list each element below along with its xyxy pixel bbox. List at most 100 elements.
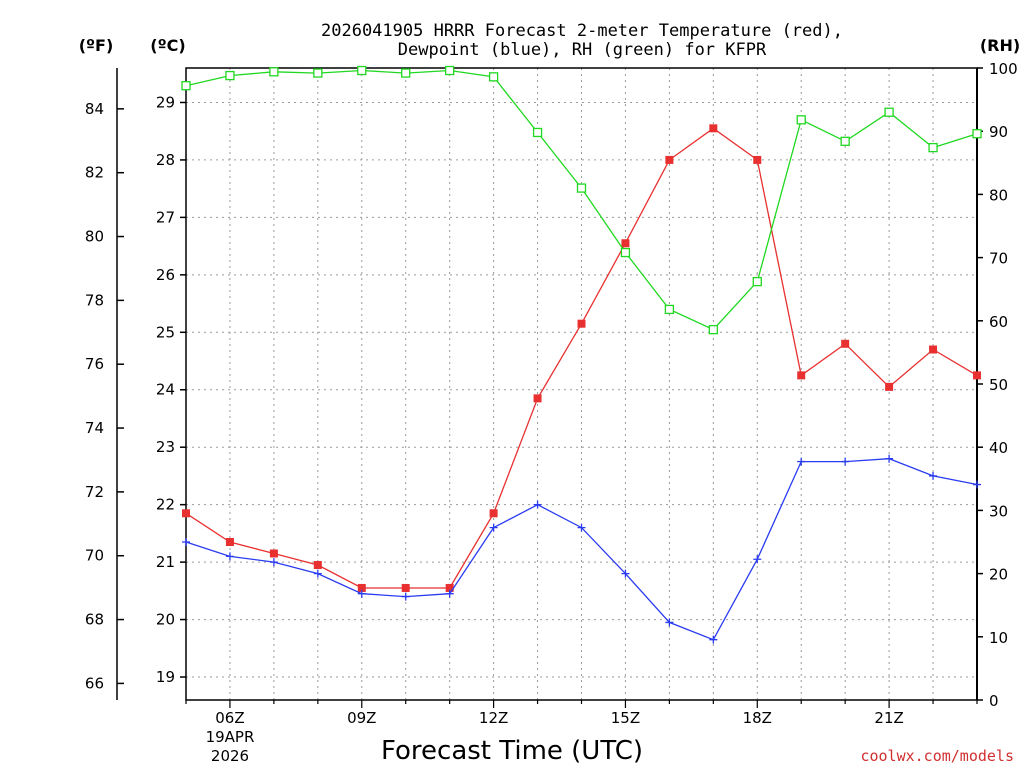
celsius-tick-label: 26	[156, 266, 175, 284]
fahrenheit-axis-ticks: 66 68 70 72 74 76 78 80 82 84	[85, 100, 124, 692]
celsius-tick-label: 25	[156, 323, 175, 341]
dewpoint-data-point	[621, 569, 630, 578]
fahrenheit-tick-label: 72	[85, 483, 104, 501]
temperature-data-point	[929, 345, 938, 354]
fahrenheit-axis-label: (ºF)	[79, 36, 114, 55]
temperature-data-point	[621, 239, 630, 248]
rh-data-point	[664, 304, 675, 315]
rh-data-point	[357, 65, 367, 76]
chart-title-line-1: 2026041905 HRRR Forecast 2-meter Tempera…	[321, 21, 843, 41]
rh-data-point	[796, 115, 806, 125]
source-credit: coolwx.com/models	[860, 747, 1014, 765]
rh-data-point	[884, 107, 894, 117]
temperature-data-point	[489, 509, 498, 518]
fahrenheit-tick-label: 66	[85, 674, 104, 692]
rh-axis-ticks: 0 10 20 30 40 50 60 70 80 90 100	[977, 60, 1018, 710]
rh-data-point	[928, 142, 938, 153]
temperature-data-point	[885, 382, 894, 391]
temperature-data-point	[445, 583, 454, 592]
dewpoint-data-point	[929, 471, 938, 480]
dewpoint-data-point	[709, 635, 718, 644]
rh-data-point	[269, 67, 279, 77]
fahrenheit-tick-label: 74	[85, 419, 104, 437]
temperature-data-point	[182, 509, 190, 518]
date-label-line-1: 19APR	[206, 728, 255, 746]
dewpoint-data-point	[445, 589, 454, 598]
x-axis-ticks: 06Z 09Z 12Z 15Z 18Z 21Z	[185, 700, 978, 727]
rh-data-point	[708, 324, 718, 335]
dewpoint-data-point	[753, 555, 762, 564]
temperature-data-point	[665, 155, 674, 164]
rh-data-point	[620, 247, 631, 258]
rh-tick-label: 50	[989, 376, 1008, 394]
celsius-axis-ticks: 19 20 21 22 23 24 25 26 27 28 29	[156, 93, 186, 686]
fahrenheit-tick-label: 78	[85, 291, 104, 309]
date-label-line-2: 2026	[211, 747, 249, 765]
rh-data-point	[401, 68, 411, 78]
series-layer	[181, 65, 982, 644]
fahrenheit-tick-label: 84	[85, 100, 104, 118]
x-tick-label: 15Z	[611, 709, 640, 727]
rh-tick-label: 20	[989, 566, 1008, 584]
x-tick-label: 06Z	[215, 709, 244, 727]
temperature-data-point	[797, 371, 806, 380]
rh-tick-label: 90	[989, 123, 1008, 141]
dewpoint-data-point	[841, 457, 850, 466]
temperature-data-point	[577, 319, 586, 328]
grid-lines	[186, 68, 977, 700]
fahrenheit-tick-label: 68	[85, 611, 104, 629]
rh-tick-label: 60	[989, 313, 1008, 331]
rh-data-point	[445, 65, 455, 76]
temperature-data-point	[269, 549, 278, 558]
temperature-data-point	[357, 583, 366, 592]
rh-data-point	[752, 276, 762, 287]
celsius-tick-label: 19	[156, 668, 175, 686]
dewpoint-data-point	[797, 457, 806, 466]
celsius-tick-label: 21	[156, 553, 175, 571]
dewpoint-data-point	[269, 558, 278, 567]
chart-title-line-2: Dewpoint (blue), RH (green) for KFPR	[398, 40, 767, 60]
rh-tick-label: 10	[989, 629, 1008, 647]
x-tick-label: 12Z	[479, 709, 508, 727]
celsius-tick-label: 22	[156, 496, 175, 514]
celsius-tick-label: 29	[156, 93, 175, 111]
dewpoint-data-point	[357, 589, 366, 598]
fahrenheit-tick-label: 82	[85, 164, 104, 182]
celsius-axis-label: (ºC)	[150, 36, 185, 55]
x-tick-label: 21Z	[874, 709, 903, 727]
rh-data-point	[488, 72, 499, 82]
fahrenheit-tick-label: 70	[85, 547, 104, 565]
temperature-data-point	[753, 155, 762, 164]
celsius-tick-label: 23	[156, 438, 175, 456]
temperature-data-point	[973, 371, 981, 380]
x-tick-label: 18Z	[743, 709, 772, 727]
rh-data-point	[181, 81, 191, 91]
fahrenheit-tick-label: 76	[85, 355, 104, 373]
dewpoint-data-point	[225, 552, 234, 561]
dewpoint-data-point	[885, 454, 894, 463]
dewpoint-data-point	[973, 480, 981, 489]
dewpoint-data-point	[401, 592, 410, 601]
celsius-tick-label: 28	[156, 151, 175, 169]
rh-data-point	[532, 127, 543, 138]
temperature-data-point	[401, 583, 410, 592]
dewpoint-data-point	[665, 618, 674, 627]
temperature-data-point	[313, 560, 322, 569]
rh-tick-label: 70	[989, 250, 1008, 268]
plot-frame	[185, 67, 978, 701]
temperature-data-point	[709, 124, 718, 133]
rh-axis-label: (RH)	[980, 36, 1020, 55]
rh-data-point	[225, 70, 235, 81]
celsius-tick-label: 27	[156, 208, 175, 226]
temperature-data-point	[225, 538, 234, 546]
rh-tick-label: 80	[989, 186, 1008, 204]
x-axis-title: Forecast Time (UTC)	[381, 736, 643, 766]
celsius-tick-label: 20	[156, 611, 175, 629]
rh-tick-label: 40	[989, 439, 1008, 457]
fahrenheit-tick-label: 80	[85, 228, 104, 246]
dewpoint-data-point	[489, 523, 498, 532]
temperature-data-point	[533, 394, 542, 403]
dewpoint-data-point	[182, 538, 190, 546]
dewpoint-data-point	[533, 500, 542, 509]
